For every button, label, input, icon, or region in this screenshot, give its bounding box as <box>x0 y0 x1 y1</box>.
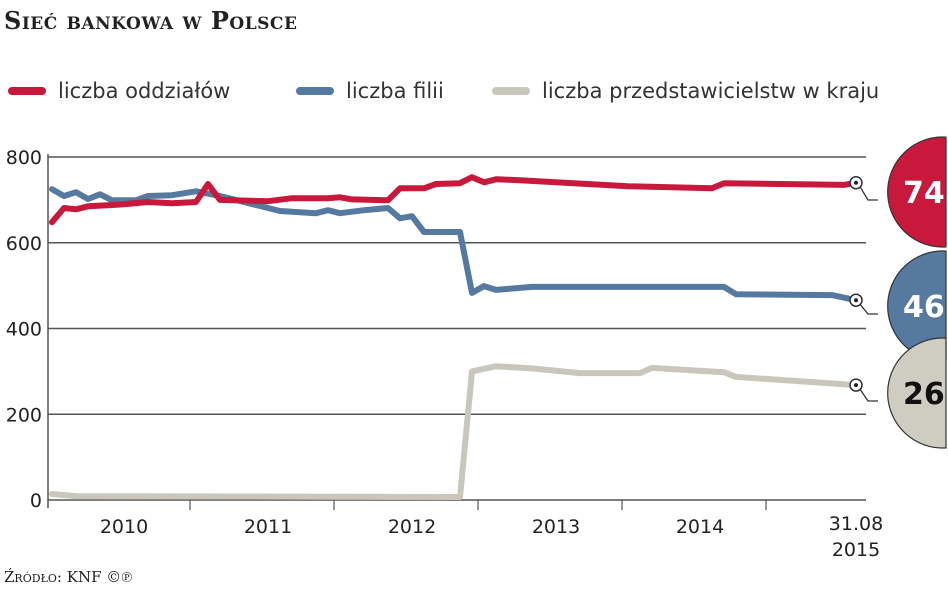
legend-label: liczba filii <box>346 79 444 103</box>
y-tick-label: 600 <box>6 233 42 255</box>
legend-item-representative-offices: liczba przedstawicielstw w kraju <box>492 78 879 104</box>
series-line <box>49 174 859 226</box>
x-tick-label: 2010 <box>100 516 148 538</box>
y-tick-label: 0 <box>30 490 42 512</box>
chart-title: Sieć bankowa w Polsce <box>4 6 298 35</box>
legend-swatch <box>492 87 530 95</box>
x-tick-label: 2014 <box>676 516 724 538</box>
series-line <box>49 363 859 500</box>
legend-swatch <box>8 87 46 95</box>
end-value-bubble <box>887 136 947 248</box>
callout-line <box>859 388 878 402</box>
y-tick-label: 800 <box>6 147 42 169</box>
callout-line <box>859 303 878 315</box>
x-tick-label: 2011 <box>244 516 292 538</box>
legend-item-subsidiaries: liczba filii <box>296 78 444 104</box>
end-marker-dot <box>854 298 858 303</box>
legend-swatch <box>296 87 334 95</box>
x-tick-label: 31.08 <box>829 513 883 535</box>
x-tick-label: 2015 <box>832 539 880 561</box>
legend-item-branches: liczba oddziałów <box>8 78 230 104</box>
x-tick-label: 2012 <box>388 516 436 538</box>
x-tick-label: 2013 <box>532 516 580 538</box>
end-value-label: 74 <box>903 176 945 211</box>
y-tick-label: 400 <box>6 319 42 341</box>
y-tick-label: 200 <box>6 404 42 426</box>
legend-label: liczba przedstawicielstw w kraju <box>542 79 880 103</box>
series-line <box>49 186 859 304</box>
callout-line <box>859 186 878 201</box>
end-marker-dot <box>854 180 858 185</box>
legend-label: liczba oddziałów <box>58 79 231 103</box>
source-note: Źródło: KNF ©℗ <box>4 568 133 586</box>
end-marker-dot <box>854 383 858 388</box>
end-value-label: 26 <box>903 377 945 412</box>
end-value-bubble <box>887 337 947 449</box>
end-value-label: 46 <box>903 290 945 325</box>
